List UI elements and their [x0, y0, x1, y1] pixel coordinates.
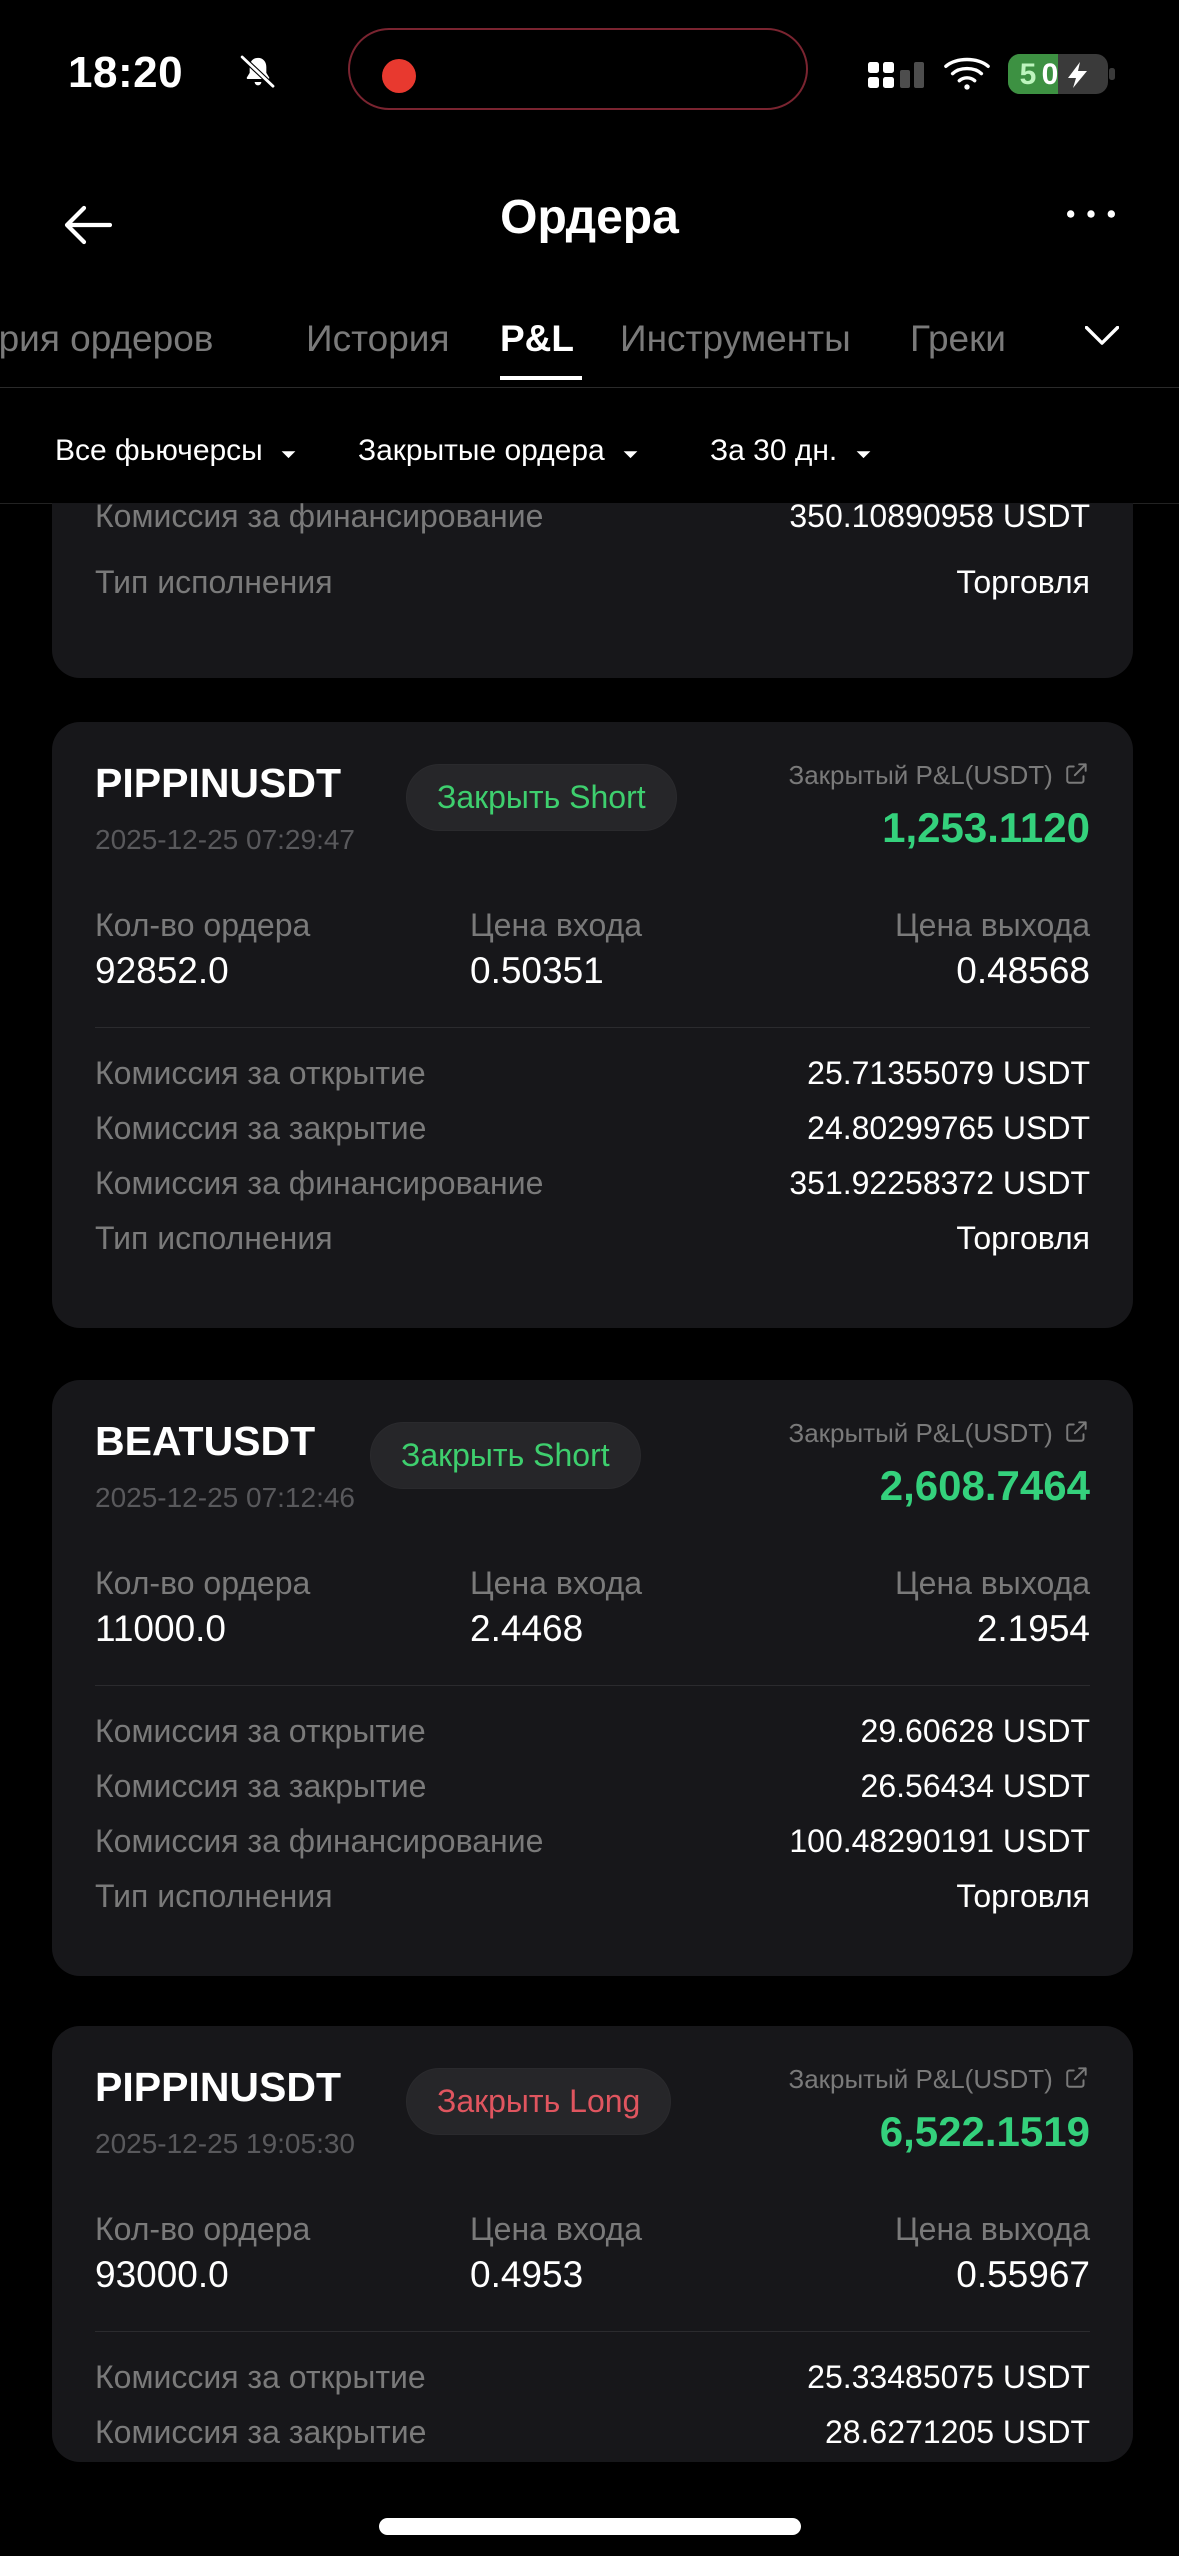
svg-text:0: 0 — [1042, 58, 1059, 91]
svg-text:5: 5 — [1020, 58, 1037, 91]
